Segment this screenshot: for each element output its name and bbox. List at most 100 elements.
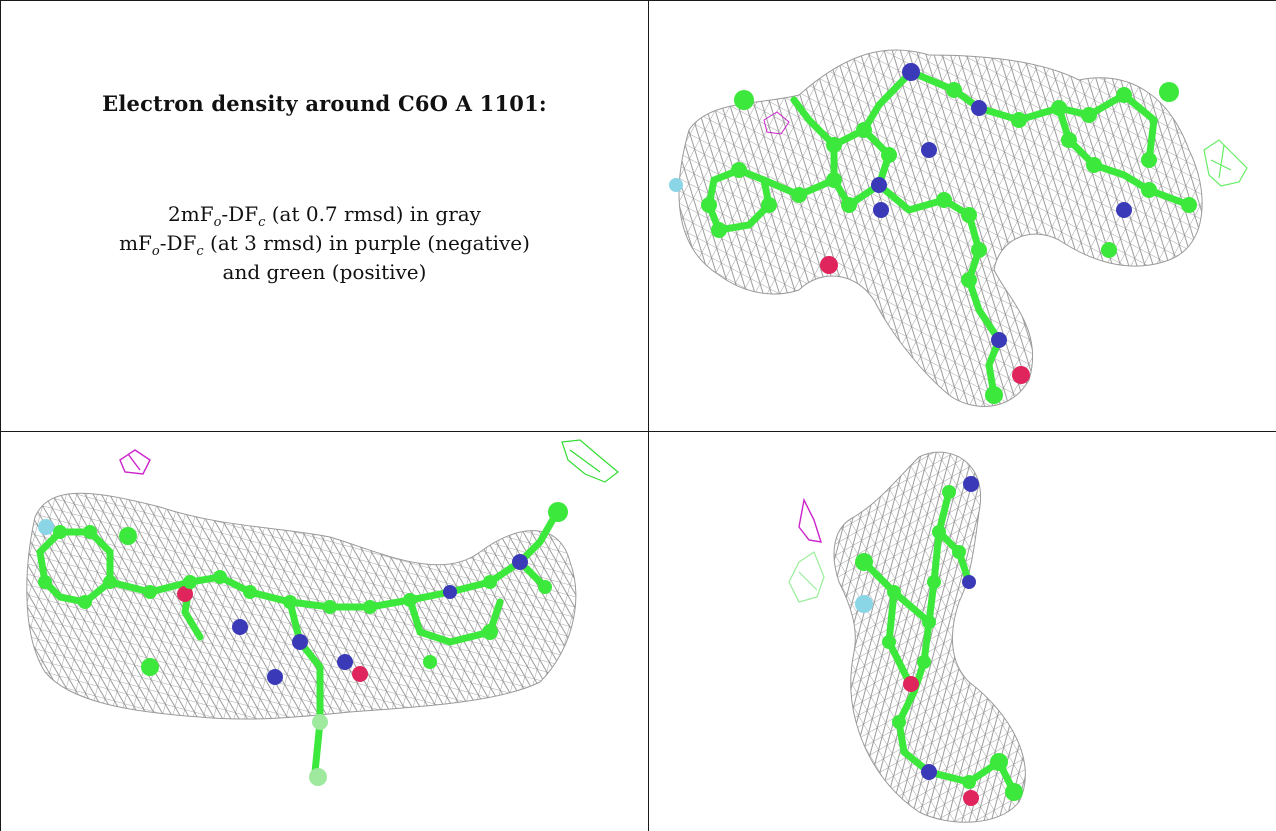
atom [443,585,457,599]
atom [243,585,257,599]
atom [734,90,754,110]
atom [826,137,842,153]
atom [902,63,920,81]
atom [1141,182,1157,198]
atom [363,600,377,614]
atom [1012,366,1030,384]
atom [312,714,328,730]
ligand-atoms [669,63,1197,404]
atom [83,525,97,539]
atom [903,676,919,692]
atom [292,634,308,650]
atom [1086,157,1102,173]
rule-middle-vertical [648,0,649,831]
atom [971,242,987,258]
density-view-3 [649,432,1276,831]
density-view-1 [649,0,1276,432]
atom [927,575,941,589]
atom [141,658,159,676]
ligand-atoms [38,502,568,786]
atom [669,178,683,192]
atom [483,575,497,589]
atom [856,122,872,138]
map-description: 2mFo-DFc (at 0.7 rmsd) in gray mFo-DFc (… [40,200,609,287]
atom [963,790,979,806]
atom [1005,783,1023,801]
atom [936,192,952,208]
density-render-3 [788,451,1026,823]
density-view-2 [0,432,649,831]
atom [881,147,897,163]
atom [337,654,353,670]
diff-negative-blob [763,111,790,135]
atom [826,172,842,188]
atom [1181,197,1197,213]
atom [871,177,887,193]
atom [403,593,417,607]
atom [232,619,248,635]
atom [962,775,976,789]
atom [423,655,437,669]
atom [731,162,747,178]
atom [1011,112,1027,128]
atom [701,197,717,213]
atom [38,575,52,589]
atom [791,187,807,203]
atom [962,575,976,589]
line-positive: and green (positive) [222,260,427,284]
atom [971,100,987,116]
diff-negative-blob [119,449,151,475]
atom [1116,202,1132,218]
atom [922,615,936,629]
ligand-atoms [855,476,1023,806]
atom [143,585,157,599]
atom [283,595,297,609]
rule-left [0,0,1,831]
atom [1116,87,1132,103]
atom [309,768,327,786]
atom [855,595,873,613]
atom [119,527,137,545]
atom [761,197,777,213]
atom [873,202,889,218]
atom [1061,132,1077,148]
atom [352,666,368,682]
atom [512,554,528,570]
atom [548,502,568,522]
atom [711,222,727,238]
atom [323,600,337,614]
atom [946,82,962,98]
diff-positive-blob [788,551,825,603]
atom [177,586,193,602]
atom [1141,152,1157,168]
atom [1159,82,1179,102]
diff-positive-blob [1203,139,1248,187]
atom [78,595,92,609]
rule-top [0,0,1276,1]
panel-title: Electron density around C6O A 1101: [102,91,547,116]
atom [991,332,1007,348]
diff-negative-blob [798,497,823,543]
atom [820,256,838,274]
atom [1051,100,1067,116]
atom [53,525,67,539]
atom [952,545,966,559]
atom [103,575,117,589]
atom [961,207,977,223]
line-fofc: mFo-DFc (at 3 rmsd) in purple (negative) [119,231,530,259]
atom [882,635,896,649]
atom [892,715,906,729]
atom [921,764,937,780]
atom [917,655,931,669]
atom [213,570,227,584]
atom [1081,107,1097,123]
density-render-1 [669,49,1248,407]
atom [887,585,901,599]
atom [183,575,197,589]
line-2fofc: 2mFo-DFc (at 0.7 rmsd) in gray [168,202,481,230]
atom [855,553,873,571]
atom [985,386,1003,404]
atom [1101,242,1117,258]
atom [841,197,857,213]
